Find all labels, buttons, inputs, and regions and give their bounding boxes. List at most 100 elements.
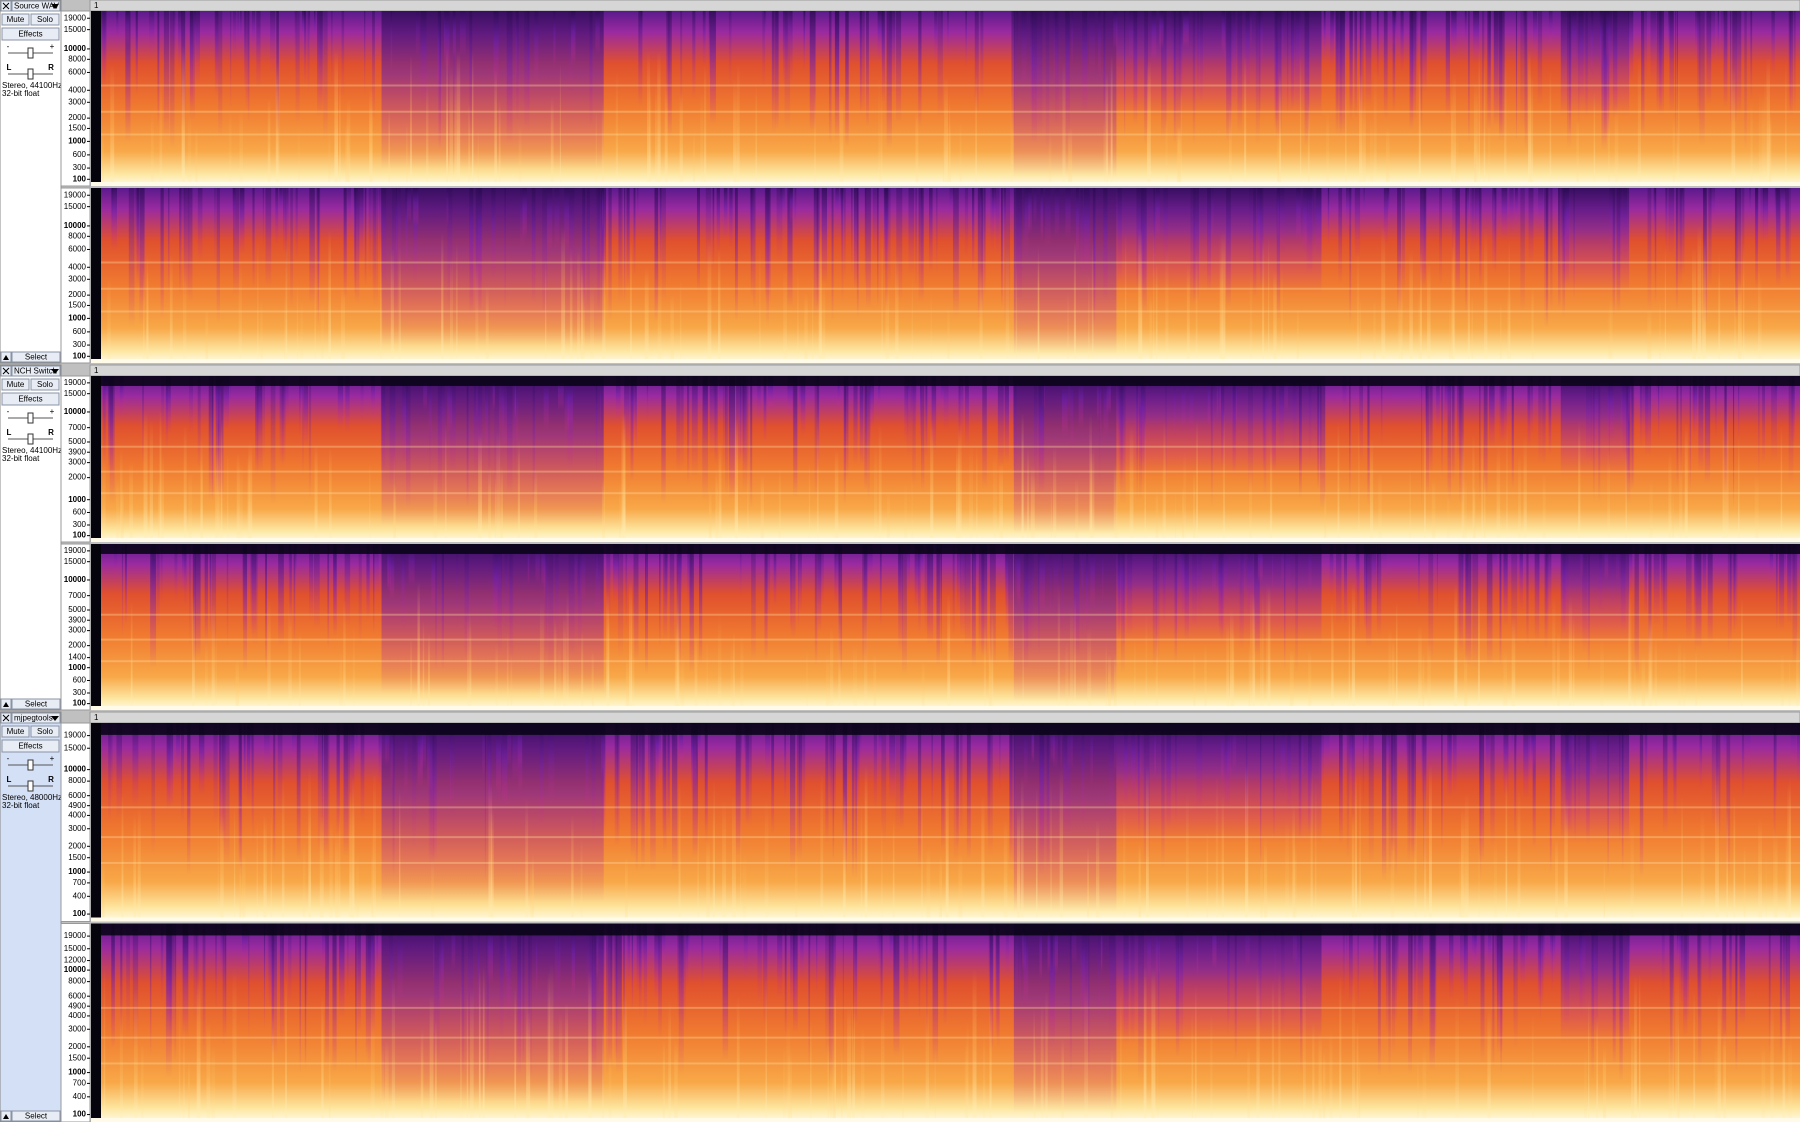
spectrogram-stripe bbox=[1383, 188, 1389, 245]
effects-button[interactable]: Effects bbox=[1, 739, 60, 753]
spectrogram-floor bbox=[91, 359, 1800, 363]
spectrogram-stripe bbox=[1392, 11, 1396, 50]
track-name-menu[interactable]: Source WAV bbox=[11, 0, 61, 12]
ruler-tick-label: 2000 bbox=[68, 473, 86, 482]
effects-button[interactable]: Effects bbox=[1, 27, 60, 41]
spectrogram-stripe bbox=[697, 723, 701, 766]
spectrogram-stripe bbox=[339, 652, 343, 710]
spectrogram-stripe bbox=[624, 376, 630, 447]
spectrogram-stripe bbox=[1040, 1003, 1044, 1122]
spectrogram-stripe bbox=[729, 376, 735, 499]
spectrogram-stripe bbox=[309, 188, 315, 304]
pan-slider[interactable] bbox=[27, 433, 34, 445]
spectrogram-stripe bbox=[800, 376, 806, 435]
mute-button[interactable]: Mute bbox=[1, 13, 30, 26]
spectrogram-stripe bbox=[1409, 250, 1413, 363]
spectrogram-stripe bbox=[314, 276, 316, 363]
spectrogram-stripe bbox=[1296, 188, 1301, 241]
spectrogram-stripe bbox=[246, 723, 251, 804]
spectrogram-stripe bbox=[779, 188, 785, 228]
spectrogram-stripe bbox=[886, 11, 892, 150]
gain-slider[interactable] bbox=[27, 47, 34, 59]
close-button[interactable] bbox=[0, 365, 12, 377]
spectrogram-stripe bbox=[1155, 633, 1158, 710]
spectrogram-stripe bbox=[674, 1039, 678, 1122]
spectrogram-stripe bbox=[1607, 376, 1614, 442]
gain-slider[interactable] bbox=[27, 412, 34, 424]
track-name-menu[interactable]: NCH Switch bbox=[11, 365, 61, 377]
spectrogram-stripe bbox=[1549, 723, 1552, 874]
spectrogram-stripe bbox=[1272, 723, 1275, 841]
solo-button[interactable]: Solo bbox=[30, 13, 60, 26]
spectrogram-stripe bbox=[1157, 1050, 1159, 1122]
spectrogram-stripe bbox=[1376, 544, 1379, 622]
spectrogram-stripe bbox=[1407, 723, 1411, 864]
spectrogram-stripe bbox=[1269, 439, 1273, 542]
effects-button[interactable]: Effects bbox=[1, 392, 60, 406]
select-button[interactable]: Select bbox=[0, 698, 61, 710]
frequency-ruler bbox=[60, 187, 91, 364]
spectrogram-stripe bbox=[944, 77, 948, 186]
spectrogram-stripe bbox=[793, 376, 798, 498]
spectrogram-stripe bbox=[197, 376, 201, 470]
mute-button[interactable]: Mute bbox=[1, 378, 30, 391]
spectrogram-stripe bbox=[1471, 293, 1474, 363]
spectrogram-stripe bbox=[475, 259, 479, 363]
spectrogram-stripe bbox=[708, 11, 711, 82]
spectrogram-stripe bbox=[1418, 63, 1421, 186]
spectrogram-stripe bbox=[1758, 376, 1760, 477]
spectrogram-stripe bbox=[1124, 232, 1127, 363]
spectrogram-stripe bbox=[440, 376, 445, 465]
spectrogram-stripe bbox=[121, 792, 124, 922]
spectrogram-stripe bbox=[782, 1044, 786, 1122]
spectrogram-stripe bbox=[1045, 188, 1051, 249]
gain-slider[interactable] bbox=[27, 759, 34, 771]
spectrogram-stripe bbox=[1233, 11, 1236, 75]
spectrogram-stripe bbox=[137, 806, 141, 922]
spectrogram-stripe bbox=[1390, 838, 1395, 922]
spectrogram-stripe bbox=[803, 11, 805, 71]
spectrogram-stripe bbox=[1284, 376, 1289, 412]
select-button[interactable]: Select bbox=[0, 1110, 61, 1122]
spectrogram-stripe bbox=[895, 723, 901, 835]
spectrogram-stripe bbox=[275, 188, 279, 246]
spectrogram-stripe bbox=[304, 923, 307, 1070]
spectrogram-stripe bbox=[1401, 286, 1403, 363]
solo-button[interactable]: Solo bbox=[30, 378, 60, 391]
gain-minus: - bbox=[7, 407, 10, 416]
track-name-menu[interactable]: mjpegtools bbox=[11, 712, 61, 724]
spectrogram-stripe bbox=[1697, 923, 1701, 1019]
spectrogram-stripe bbox=[834, 544, 841, 604]
spectrogram-stripe bbox=[1059, 768, 1064, 922]
ruler-tick-label: 8000 bbox=[68, 977, 86, 986]
ruler-tick-label: 19000 bbox=[64, 931, 87, 940]
spectrogram-stripe bbox=[132, 723, 139, 808]
spectrogram-stripe bbox=[886, 489, 891, 542]
close-button[interactable] bbox=[0, 0, 12, 12]
spectrogram-stripe bbox=[314, 441, 318, 542]
pan-slider[interactable] bbox=[27, 68, 34, 80]
mute-button[interactable]: Mute bbox=[1, 725, 30, 738]
spectrogram-stripe bbox=[1100, 923, 1103, 974]
spectrogram-stripe bbox=[1493, 544, 1497, 579]
spectrogram-stripe bbox=[233, 11, 237, 63]
spectrogram-stripe bbox=[354, 188, 360, 304]
spectrogram-stripe bbox=[676, 607, 680, 710]
select-button[interactable]: Select bbox=[0, 351, 61, 363]
spectrogram-stripe bbox=[1490, 723, 1495, 847]
spectrogram-stripe bbox=[864, 763, 868, 922]
spectrogram-stripe bbox=[752, 188, 756, 310]
close-button[interactable] bbox=[0, 712, 12, 724]
spectrogram-stripe bbox=[557, 923, 559, 1021]
spectrogram-stripe bbox=[1165, 11, 1167, 132]
spectrogram-region bbox=[1116, 923, 1322, 1043]
spectrogram-stripe bbox=[1641, 655, 1646, 710]
solo-button[interactable]: Solo bbox=[30, 725, 60, 738]
pan-slider[interactable] bbox=[27, 780, 34, 792]
spectrogram-stripe bbox=[222, 723, 228, 781]
spectrogram-stripe bbox=[1538, 376, 1542, 464]
spectrogram-stripe bbox=[527, 544, 530, 586]
spectrogram-stripe bbox=[281, 777, 285, 922]
spectrogram-stripe bbox=[1165, 376, 1167, 490]
spectrogram-stripe bbox=[1279, 72, 1281, 186]
